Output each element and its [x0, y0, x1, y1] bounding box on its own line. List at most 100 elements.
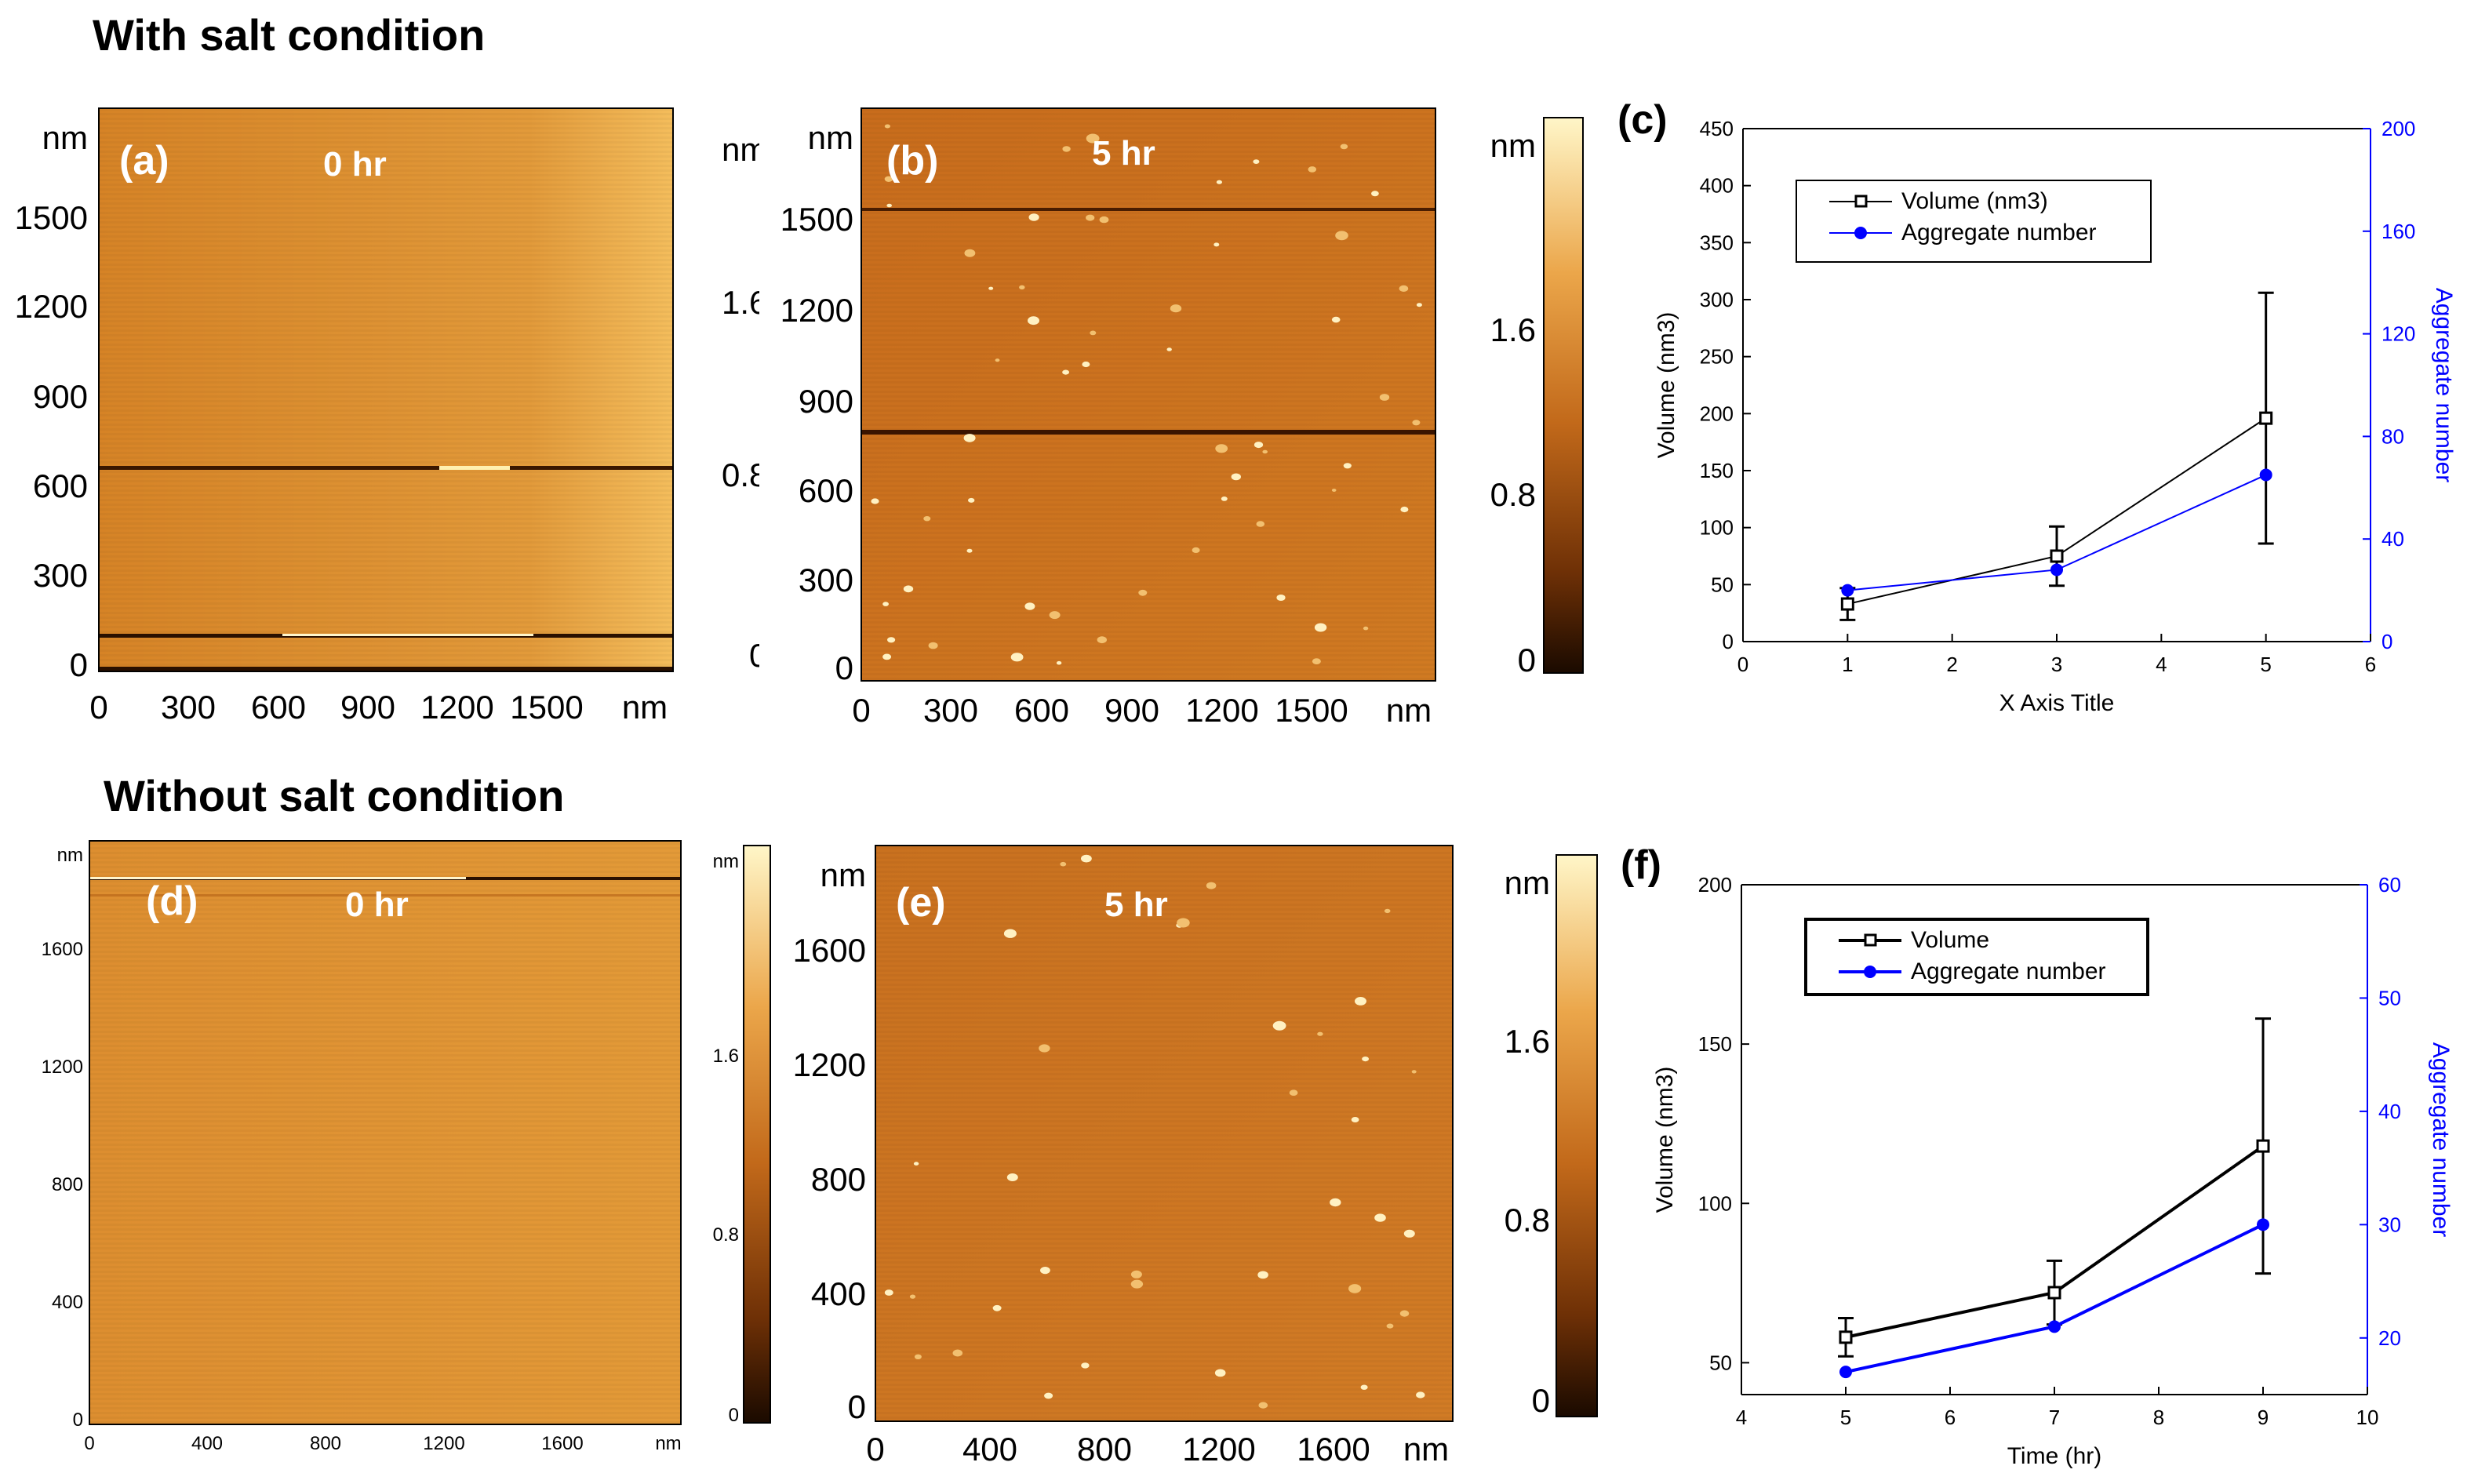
y-tick-label: 250 — [1700, 345, 1734, 369]
aggregate-dot — [1363, 626, 1369, 631]
aggregate-dot — [995, 358, 1000, 362]
aggregate-dot — [1216, 180, 1222, 184]
aggregate-dot — [1253, 159, 1260, 165]
x-axis-b: 0 300 600 900 1200 1500 nm — [852, 692, 1432, 729]
x-tick: 400 — [191, 1433, 223, 1454]
aggregate-dot — [1056, 660, 1062, 665]
colorbar-tick: 0.8 — [1505, 1202, 1550, 1238]
x-tick-label: 5 — [1840, 1406, 1851, 1429]
aggregate-dot — [988, 286, 994, 290]
data-point — [2259, 411, 2273, 425]
aggregate-dot — [992, 1304, 1002, 1311]
colorbar-tick: 0.8 — [713, 1224, 739, 1246]
data-point — [2050, 563, 2063, 577]
aggregate-dot — [1090, 330, 1097, 336]
y-tick: 1200 — [42, 1057, 83, 1078]
y-tick-label: 300 — [1700, 288, 1734, 311]
y-tick-label: 200 — [1700, 402, 1734, 425]
y-tick: 0 — [848, 1388, 866, 1425]
y-tick: 600 — [799, 472, 853, 509]
aggregate-dot — [1362, 1057, 1369, 1062]
colorbar-tick: nm — [1490, 127, 1536, 164]
data-point — [2256, 1139, 2270, 1153]
afm-image-a: (a) 0 hr — [98, 107, 674, 672]
x-tick-label: 1 — [1842, 653, 1853, 676]
data-point — [1841, 584, 1854, 597]
aggregate-dot — [1010, 653, 1024, 662]
y-tick: 400 — [52, 1292, 83, 1313]
panel-label-b: (b) — [886, 138, 938, 184]
aggregate-dot — [964, 249, 976, 257]
y-axis-d: nm 1600 1200 800 400 0 — [42, 845, 83, 1431]
x-tick-label: 5 — [2260, 653, 2271, 676]
x-tick: 1600 — [541, 1433, 583, 1454]
y2-tick-label: 0 — [2381, 630, 2392, 653]
aggregate-dot — [1214, 1369, 1226, 1377]
data-point — [2048, 1320, 2061, 1333]
header-with-salt: With salt condition — [93, 10, 485, 60]
y2-tick-label: 160 — [2381, 220, 2415, 243]
aggregate-dot — [1062, 146, 1071, 152]
x-tick: 300 — [923, 692, 978, 729]
aggregate-dot — [1062, 369, 1069, 375]
aggregate-dot — [1379, 394, 1390, 401]
y-tick-label: 400 — [1700, 174, 1734, 198]
x-tick-label: 4 — [2156, 653, 2167, 676]
aggregate-dot — [1039, 1044, 1050, 1053]
y-tick: 300 — [799, 562, 853, 598]
y-axis-a: nm 1500 1200 900 600 300 0 — [15, 119, 88, 683]
y-tick: 1500 — [780, 201, 853, 238]
y-tick-label: 100 — [1698, 1191, 1732, 1215]
aggregate-dot — [1258, 1402, 1268, 1409]
x-axis-title: Time (hr) — [2007, 1443, 2102, 1469]
aggregate-dot — [966, 548, 973, 553]
x-tick: 400 — [962, 1431, 1017, 1468]
y-tick-label: 450 — [1700, 117, 1734, 140]
aggregate-dot — [1130, 1279, 1144, 1289]
y-tick: nm — [808, 119, 853, 156]
aggregate-dot — [1331, 316, 1341, 323]
aggregate-dot — [1177, 918, 1190, 928]
aggregate-dot — [1348, 1284, 1362, 1293]
aggregate-dot — [1213, 242, 1220, 247]
aggregate-dot — [1257, 1271, 1268, 1279]
x-tick-label: 0 — [1737, 653, 1748, 676]
y2-tick-label: 40 — [2378, 1100, 2401, 1123]
aggregate-dot — [1331, 489, 1337, 492]
aggregate-dot — [884, 124, 890, 129]
aggregate-dot — [1006, 1173, 1018, 1181]
legend-box — [1796, 180, 2152, 263]
colorbar-b: nm 1.6 0.8 0 — [1490, 117, 1584, 678]
aggregate-dot — [968, 497, 975, 503]
y-tick: 1600 — [42, 939, 83, 960]
legend-label: Aggregate number — [1901, 220, 2097, 246]
x-tick-label: 8 — [2153, 1406, 2164, 1429]
y-tick: 0 — [70, 646, 88, 683]
y2-tick-label: 40 — [2381, 527, 2404, 551]
x-tick: 0 — [852, 692, 870, 729]
afm-image-b: (b) 5 hr — [861, 107, 1436, 682]
aggregate-dot — [887, 637, 896, 643]
panel-label-a: (a) — [119, 138, 169, 184]
colorbar-gradient — [1543, 117, 1584, 674]
x-tick: 0 — [866, 1431, 884, 1468]
aggregate-dot — [909, 1294, 916, 1299]
aggregate-dot — [1081, 854, 1092, 863]
aggregate-dot — [1049, 611, 1061, 620]
x-axis-d: 0 400 800 1200 1600 nm — [84, 1433, 681, 1454]
y2-tick-label: 30 — [2378, 1213, 2401, 1236]
aggregate-dot — [1254, 442, 1264, 449]
y-axis-title: Volume (nm3) — [1652, 1067, 1678, 1213]
aggregate-dot — [884, 176, 893, 182]
aggregate-dot — [914, 1354, 922, 1360]
aggregate-dot — [1130, 1270, 1142, 1278]
aggregate-dot — [1351, 1117, 1359, 1122]
time-label-a: 0 hr — [323, 145, 387, 184]
legend-marker — [1864, 966, 1876, 978]
afm-image-e: (e) 5 hr — [875, 845, 1454, 1422]
aggregate-dot — [913, 1162, 919, 1166]
x-tick: 900 — [340, 689, 395, 726]
colorbar-tick: nm — [1505, 864, 1550, 901]
aggregate-dot — [1192, 547, 1200, 554]
x-axis-a: 0 300 600 900 1200 1500 nm — [89, 689, 668, 726]
